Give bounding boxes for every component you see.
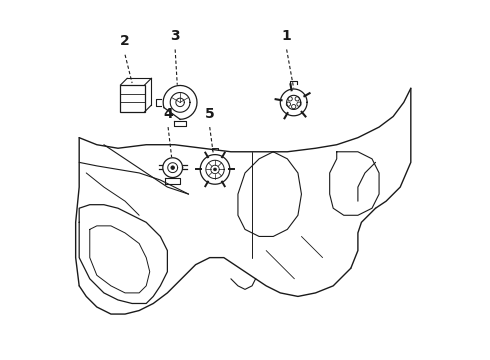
Text: 3: 3 (171, 29, 180, 43)
Text: 2: 2 (120, 35, 130, 48)
Text: 1: 1 (282, 29, 292, 43)
Circle shape (171, 166, 174, 170)
Circle shape (214, 168, 217, 171)
Text: 5: 5 (205, 107, 215, 121)
Text: 4: 4 (163, 107, 173, 121)
